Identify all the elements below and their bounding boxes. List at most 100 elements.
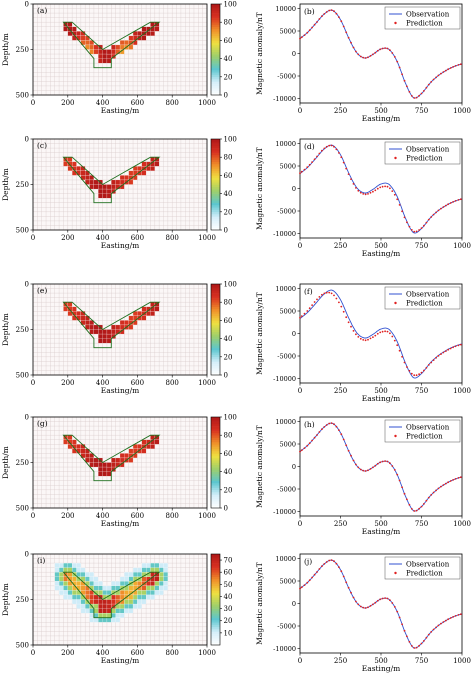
y-tick-label: -10000 <box>273 95 296 103</box>
colorbar-segment <box>211 501 220 504</box>
model-cell <box>67 562 73 568</box>
model-cell <box>141 576 147 582</box>
prediction-point <box>406 221 408 224</box>
colorbar-segment <box>211 594 220 598</box>
prediction-point <box>306 166 309 169</box>
colorbar-tick-label: 100 <box>224 1 237 9</box>
colorbar-segment <box>211 480 220 484</box>
prediction-point <box>323 292 326 295</box>
prediction-point <box>418 229 420 231</box>
colorbar: 0 20 40 60 80 100 <box>210 414 237 513</box>
model-cell <box>80 585 86 591</box>
model-cell <box>111 466 116 472</box>
prediction-point <box>372 603 374 606</box>
model-cell <box>106 53 112 59</box>
model-cell <box>137 603 142 609</box>
prediction-point <box>406 498 408 501</box>
colorbar-segment <box>211 24 220 28</box>
colorbar-segment <box>211 44 220 48</box>
prediction-point <box>342 161 345 164</box>
panel-label: (e) <box>37 286 47 295</box>
model-cell <box>154 585 160 591</box>
colorbar-segment <box>211 487 220 491</box>
prediction-point <box>389 332 391 335</box>
prediction-point <box>318 18 321 20</box>
model-cell <box>106 603 112 609</box>
model-cell <box>115 457 121 463</box>
prediction-point <box>316 155 318 158</box>
prediction-point <box>384 47 386 49</box>
colorbar-segment <box>211 633 220 637</box>
prediction-point <box>449 347 452 350</box>
model-cell <box>80 35 86 41</box>
colorbar-segment <box>211 471 220 475</box>
y-axis-label: Magnetic anomaly/nT <box>255 292 264 375</box>
model-cell <box>93 613 99 618</box>
prediction-point <box>389 599 391 602</box>
prediction-point <box>384 330 386 333</box>
prediction-point <box>442 206 445 208</box>
model-cell <box>150 585 155 591</box>
y-tick-label: 10000 <box>275 5 296 13</box>
model-cell <box>80 599 86 605</box>
prediction-point <box>432 213 435 216</box>
model-cell <box>80 567 86 573</box>
model-cell <box>128 457 134 463</box>
prediction-point <box>299 172 301 175</box>
model-cell <box>102 53 108 59</box>
colorbar-segment <box>211 560 220 564</box>
true-model-outline <box>62 571 161 619</box>
colorbar-segment <box>211 556 220 559</box>
model-cell <box>98 188 103 194</box>
prediction-markers <box>299 422 462 512</box>
model-cell <box>72 26 77 32</box>
prediction-point <box>427 633 430 636</box>
colorbar-tick-label: 50 <box>224 581 233 589</box>
prediction-point <box>408 640 411 643</box>
colorbar-segment <box>211 159 220 163</box>
model-cell <box>89 617 95 623</box>
model-cell <box>150 567 155 573</box>
model-cell <box>102 617 108 623</box>
prediction-point <box>374 334 377 337</box>
colorbar-segment <box>211 179 220 183</box>
prediction-point <box>311 439 313 442</box>
model-cell <box>98 617 103 623</box>
model-cell <box>72 439 77 445</box>
y-tick-label: 500 <box>16 227 29 235</box>
colorbar-segment <box>211 437 220 441</box>
colorbar-segment <box>211 599 220 603</box>
model-cell <box>141 594 147 600</box>
colorbar-segment <box>211 166 220 169</box>
prediction-point <box>313 436 316 439</box>
model-cell <box>159 567 164 573</box>
colorbar-segment <box>211 315 220 319</box>
x-tick-label: 200 <box>61 379 74 387</box>
model-cell <box>63 26 68 32</box>
colorbar-segment <box>211 485 220 488</box>
colorbar-segment <box>211 209 220 213</box>
prediction-point <box>364 607 367 609</box>
prediction-point <box>330 144 333 147</box>
x-tick-label: 250 <box>334 387 347 395</box>
x-tick-label: 0 <box>298 520 302 528</box>
model-cell <box>124 603 129 609</box>
prediction-point <box>342 25 345 28</box>
colorbar-segment <box>211 331 220 335</box>
x-tick-label: 0 <box>31 234 35 242</box>
x-tick-label: 200 <box>61 234 74 242</box>
colorbar-segment <box>211 588 220 591</box>
row-3: 0 200 400 600 800 10000250500Easting/mDepth/m… <box>1 414 471 537</box>
prediction-point <box>430 631 433 633</box>
true-model-outline <box>62 301 161 349</box>
model-cell <box>98 585 103 591</box>
model-cell <box>146 590 151 596</box>
model-cell <box>85 175 90 181</box>
prediction-point <box>410 645 413 647</box>
model-cell <box>85 453 90 459</box>
panel-label: (j) <box>304 557 312 566</box>
prediction-point <box>318 431 321 433</box>
x-tick-label: 600 <box>131 99 144 107</box>
legend-prediction-swatch <box>394 21 397 25</box>
colorbar-tick-label: 0 <box>224 505 228 513</box>
